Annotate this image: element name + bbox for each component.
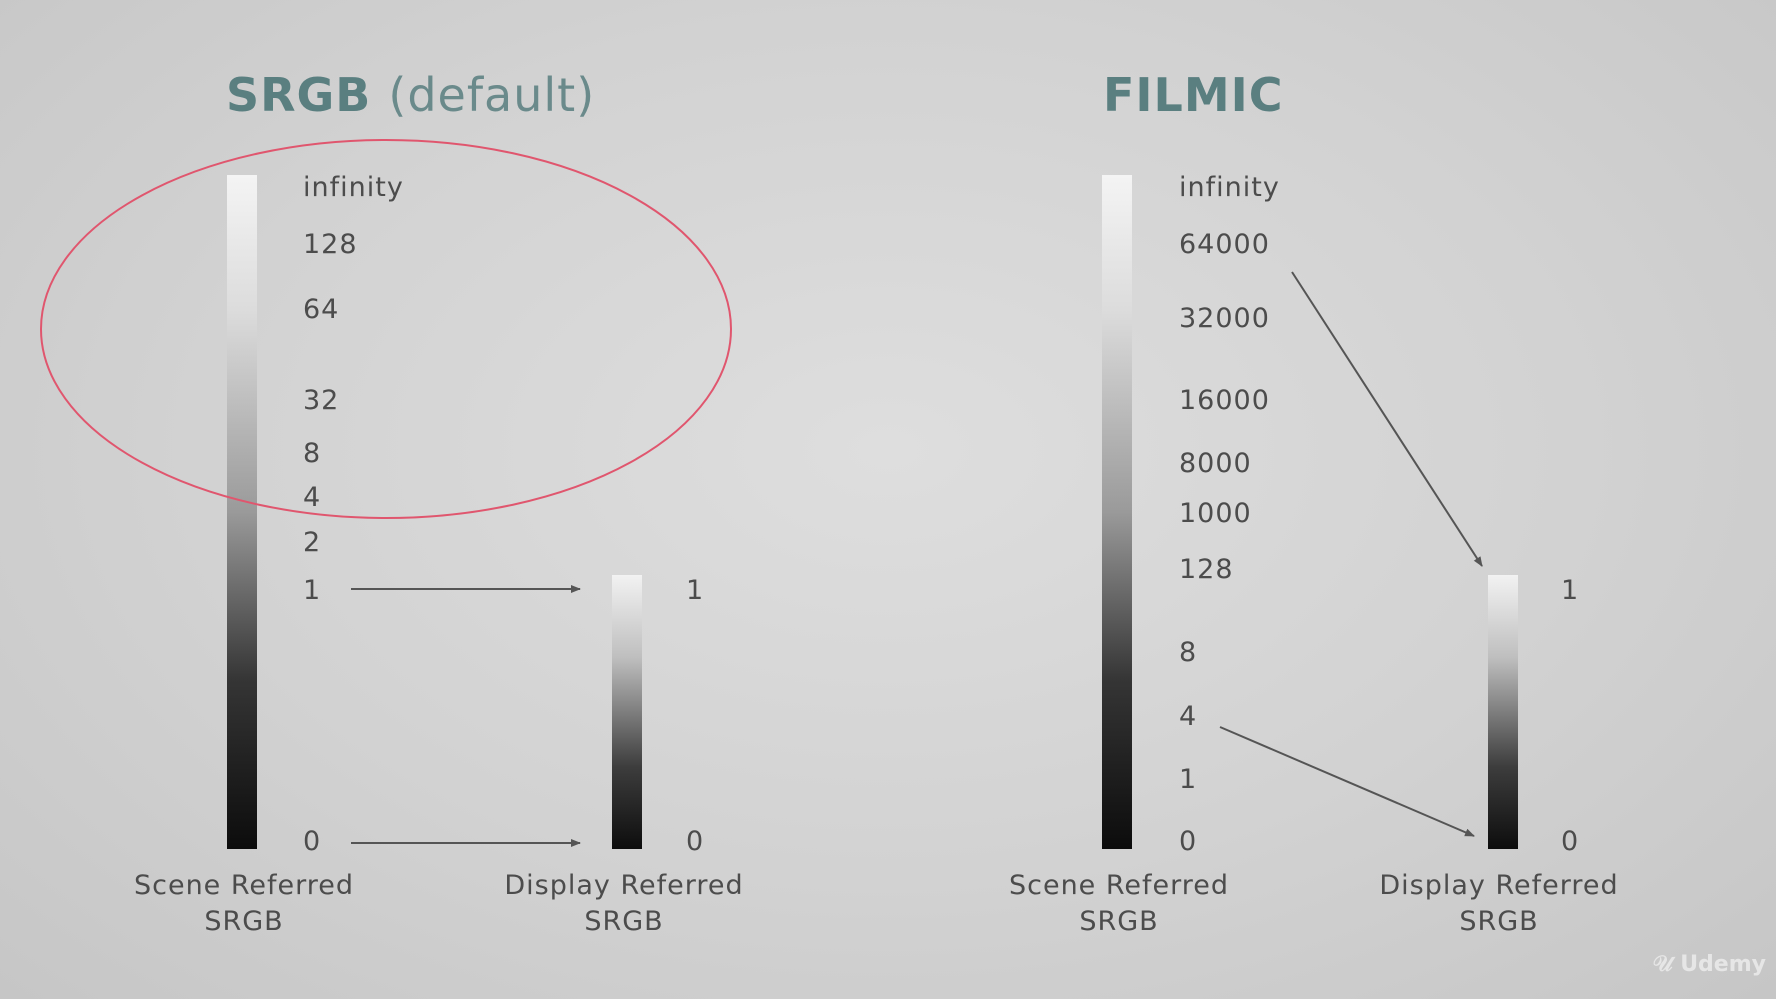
- filmic-scene-label-8000: 8000: [1179, 448, 1252, 479]
- srgb-display-label-0: 0: [686, 826, 705, 857]
- filmic-scene-caption-line2: SRGB: [1079, 906, 1159, 937]
- filmic-display-label-1: 1: [1561, 575, 1580, 606]
- filmic-scene-label-4: 4: [1179, 701, 1198, 732]
- highlight-ellipse: [40, 139, 732, 519]
- filmic-scene-label-1: 1: [1179, 764, 1198, 795]
- srgb-display-label-1: 1: [686, 575, 705, 606]
- filmic-arrow-high: [1291, 271, 1483, 567]
- srgb-scene-caption-line1: Scene Referred: [133, 870, 355, 901]
- srgb-scene-label-0: 0: [303, 826, 322, 857]
- srgb-scene-label-8: 8: [303, 438, 322, 469]
- srgb-scene-caption-line2: SRGB: [204, 906, 284, 937]
- srgb-display-caption-line2: SRGB: [584, 906, 664, 937]
- udemy-watermark-text: Udemy: [1680, 952, 1766, 977]
- srgb-scene-label-4: 4: [303, 482, 322, 513]
- filmic-title: FILMIC: [1103, 68, 1284, 122]
- srgb-scene-label-128: 128: [303, 229, 358, 260]
- filmic-scene-label-infinity: infinity: [1179, 172, 1280, 203]
- filmic-scene-label-32000: 32000: [1179, 303, 1270, 334]
- srgb-scene-label-32: 32: [303, 385, 340, 416]
- filmic-scene-label-8: 8: [1179, 637, 1198, 668]
- srgb-display-caption: Display Referred SRGB: [464, 868, 784, 940]
- udemy-logo-icon: 𝒰: [1652, 952, 1681, 977]
- srgb-title-main: SRGB: [226, 68, 372, 122]
- filmic-scene-caption: Scene Referred SRGB: [959, 868, 1279, 940]
- filmic-scene-label-16000: 16000: [1179, 385, 1270, 416]
- srgb-title-suffix: (default): [388, 68, 596, 122]
- srgb-scene-label-1: 1: [303, 575, 322, 606]
- filmic-display-label-0: 0: [1561, 826, 1580, 857]
- filmic-display-gradient-bar: [1488, 575, 1518, 849]
- srgb-scene-caption: Scene Referred SRGB: [84, 868, 404, 940]
- filmic-scene-label-128: 128: [1179, 554, 1234, 585]
- srgb-scene-label-2: 2: [303, 527, 322, 558]
- filmic-display-caption-line1: Display Referred: [1379, 870, 1619, 901]
- filmic-scene-gradient-bar: [1102, 175, 1132, 849]
- filmic-scene-caption-line1: Scene Referred: [1008, 870, 1230, 901]
- filmic-scene-label-1000: 1000: [1179, 498, 1252, 529]
- srgb-scene-label-64: 64: [303, 294, 340, 325]
- filmic-display-caption: Display Referred SRGB: [1339, 868, 1659, 940]
- filmic-title-main: FILMIC: [1103, 68, 1284, 122]
- filmic-arrow-low: [1219, 726, 1475, 837]
- srgb-title: SRGB (default): [226, 68, 595, 122]
- udemy-watermark: 𝒰 Udemy: [1653, 952, 1766, 977]
- filmic-display-caption-line2: SRGB: [1459, 906, 1539, 937]
- filmic-scene-label-64000: 64000: [1179, 229, 1270, 260]
- srgb-scene-gradient-bar: [227, 175, 257, 849]
- srgb-scene-label-infinity: infinity: [303, 172, 404, 203]
- srgb-display-caption-line1: Display Referred: [504, 870, 744, 901]
- filmic-scene-label-0: 0: [1179, 826, 1198, 857]
- srgb-display-gradient-bar: [612, 575, 642, 849]
